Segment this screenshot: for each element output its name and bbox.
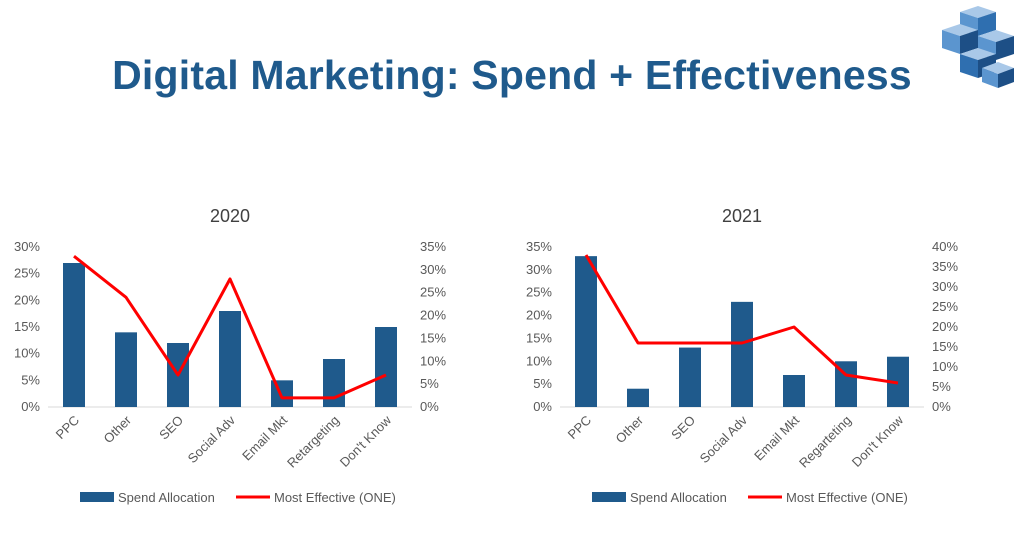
x-tick-label: SEO xyxy=(668,413,698,443)
y-tick-label-right: 25% xyxy=(932,299,958,314)
y-tick-label-left: 15% xyxy=(526,330,552,345)
legend-label-bar: Spend Allocation xyxy=(118,490,215,505)
line-most-effective xyxy=(584,254,899,385)
legend-label-bar: Spend Allocation xyxy=(630,490,727,505)
x-tick-label: PPC xyxy=(565,413,595,443)
bar-social-adv xyxy=(219,311,241,407)
bar-retargeting xyxy=(323,359,345,407)
bar-seo xyxy=(679,347,701,407)
y-tick-label-right: 15% xyxy=(420,330,446,345)
x-tick-label: Retargeting xyxy=(284,413,342,471)
x-tick-label: Email Mkt xyxy=(239,412,290,463)
line-most-effective xyxy=(73,254,387,400)
y-tick-label-right: 0% xyxy=(932,399,951,414)
y-tick-label-right: 20% xyxy=(932,319,958,334)
bar-other xyxy=(115,332,137,407)
bar-social-adv xyxy=(731,301,753,407)
y-tick-label-right: 5% xyxy=(420,376,439,391)
y-tick-label-right: 0% xyxy=(420,399,439,414)
y-tick-label-left: 25% xyxy=(526,285,552,300)
chart-2021: 2021 0% 5% 10% 15% 20% 25% 30% 35% 0% 5% 10% 15% 20% 2… xyxy=(526,206,958,505)
y-tick-label-left: 35% xyxy=(526,239,552,254)
bar-ppc xyxy=(63,263,85,407)
y-tick-label-left: 30% xyxy=(526,262,552,277)
y-tick-label-right: 25% xyxy=(420,285,446,300)
bar-regarteting xyxy=(835,361,857,407)
logo-icon xyxy=(942,6,1014,88)
legend-label-line: Most Effective (ONE) xyxy=(786,490,908,505)
y-tick-label-left: 20% xyxy=(14,292,40,307)
y-tick-label-right: 10% xyxy=(932,359,958,374)
legend-swatch-bar xyxy=(80,492,114,502)
y-tick-label-right: 15% xyxy=(932,339,958,354)
x-tick-label: Social Adv xyxy=(697,412,751,466)
chart-title: 2021 xyxy=(722,206,762,226)
y-tick-label-right: 40% xyxy=(932,239,958,254)
bar-other xyxy=(627,388,649,407)
bar-email-mkt xyxy=(271,380,293,407)
legend-swatch-bar xyxy=(592,492,626,502)
y-tick-label-right: 5% xyxy=(932,379,951,394)
x-tick-label: Social Adv xyxy=(185,412,239,466)
chart-2020: 2020 0% 5% 10% 15% 20% 25% 30% 0% 5% 10% 15% 20% 25% 3… xyxy=(14,206,446,505)
y-tick-label-right: 35% xyxy=(420,239,446,254)
legend-label-line: Most Effective (ONE) xyxy=(274,490,396,505)
y-tick-label-right: 30% xyxy=(420,262,446,277)
page-title: Digital Marketing: Spend + Effectiveness xyxy=(112,52,912,98)
y-tick-label-right: 35% xyxy=(932,259,958,274)
bar-email-mkt xyxy=(783,375,805,407)
y-tick-label-left: 20% xyxy=(526,308,552,323)
x-tick-label: Regarteting xyxy=(796,413,854,471)
y-tick-label-left: 5% xyxy=(533,376,552,391)
y-tick-label-left: 10% xyxy=(14,346,40,361)
y-tick-label-right: 20% xyxy=(420,308,446,323)
y-tick-label-left: 25% xyxy=(14,266,40,281)
x-tick-label: SEO xyxy=(156,413,186,443)
x-tick-label: Email Mkt xyxy=(751,412,802,463)
x-tick-label: Other xyxy=(101,412,135,446)
y-tick-label-left: 0% xyxy=(21,399,40,414)
y-tick-label-left: 5% xyxy=(21,372,40,387)
y-tick-label-right: 10% xyxy=(420,353,446,368)
x-tick-label: Other xyxy=(613,412,647,446)
x-tick-label: PPC xyxy=(53,413,83,443)
bar-ppc xyxy=(575,256,597,407)
y-tick-label-left: 30% xyxy=(14,239,40,254)
y-tick-label-left: 10% xyxy=(526,353,552,368)
y-tick-label-left: 0% xyxy=(533,399,552,414)
x-tick-label: Don't Know xyxy=(849,412,907,470)
chart-title: 2020 xyxy=(210,206,250,226)
x-tick-label: Don't Know xyxy=(337,412,395,470)
y-tick-label-left: 15% xyxy=(14,319,40,334)
y-tick-label-right: 30% xyxy=(932,279,958,294)
bar-don-t-know xyxy=(375,327,397,407)
